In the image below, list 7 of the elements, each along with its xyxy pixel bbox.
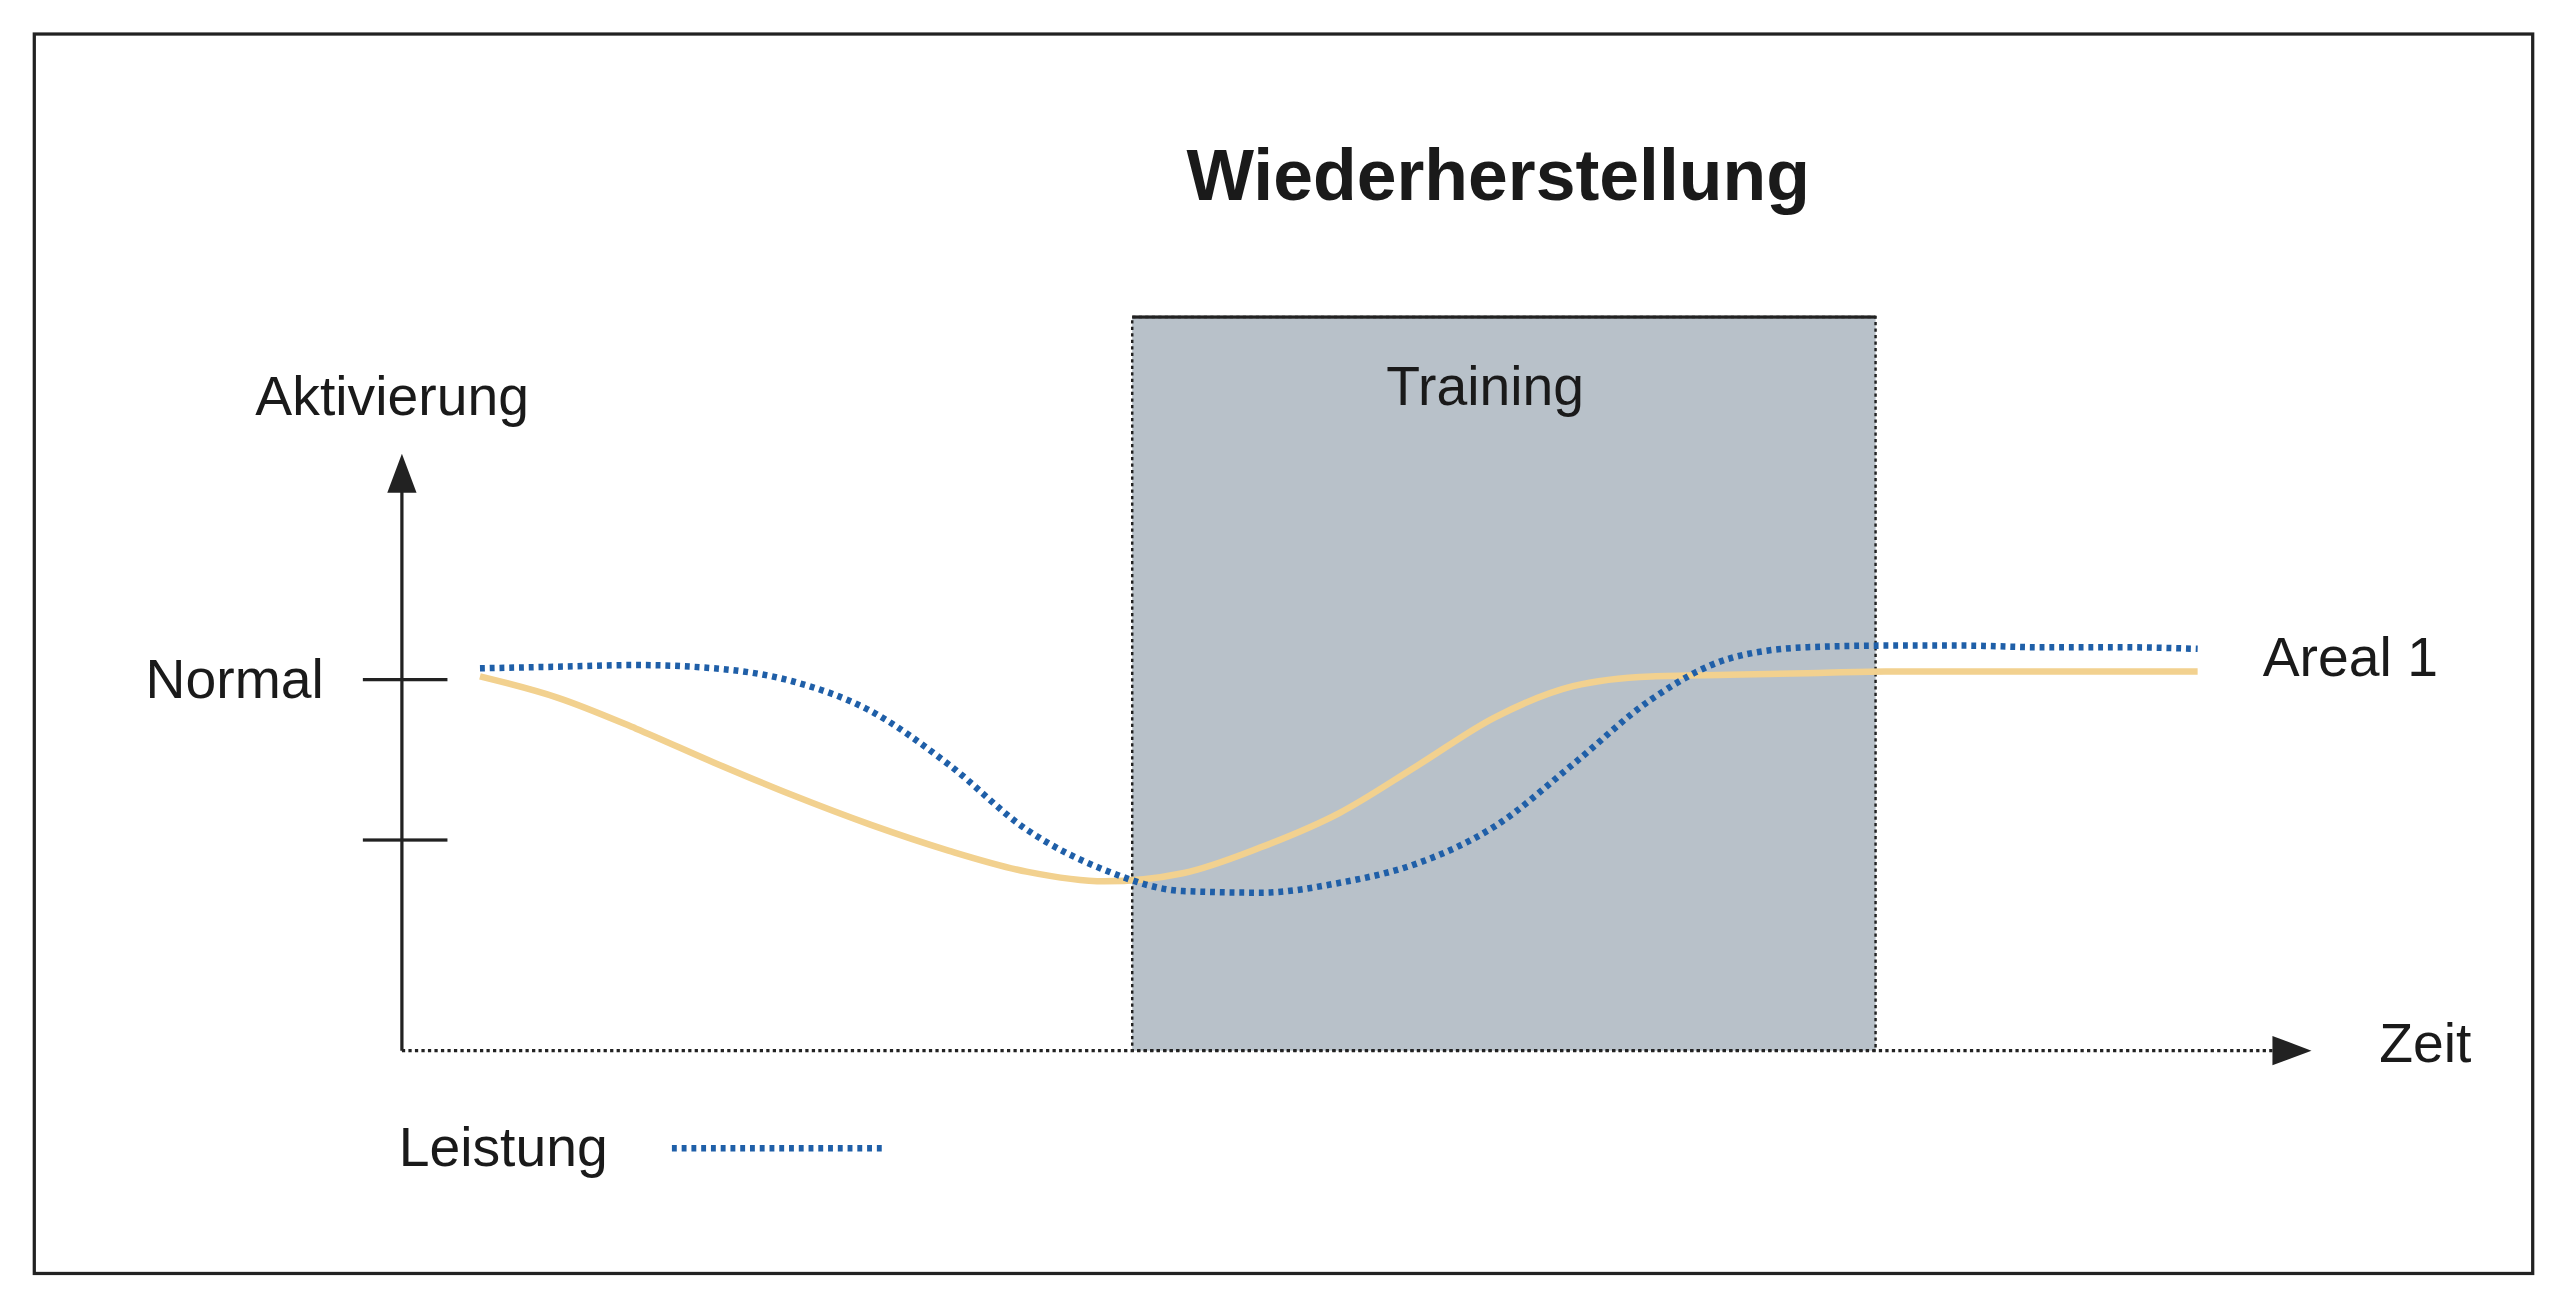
chart-title: Wiederherstellung (1186, 134, 1810, 215)
text: Normal (145, 647, 324, 710)
y-axis-title: Aktivierung (255, 364, 529, 427)
series-label: Areal 1 (2262, 626, 2438, 689)
text: Training (1386, 354, 1585, 417)
x-axis-title: Zeit (2379, 1012, 2472, 1075)
legend-label: Leistung (398, 1116, 608, 1179)
